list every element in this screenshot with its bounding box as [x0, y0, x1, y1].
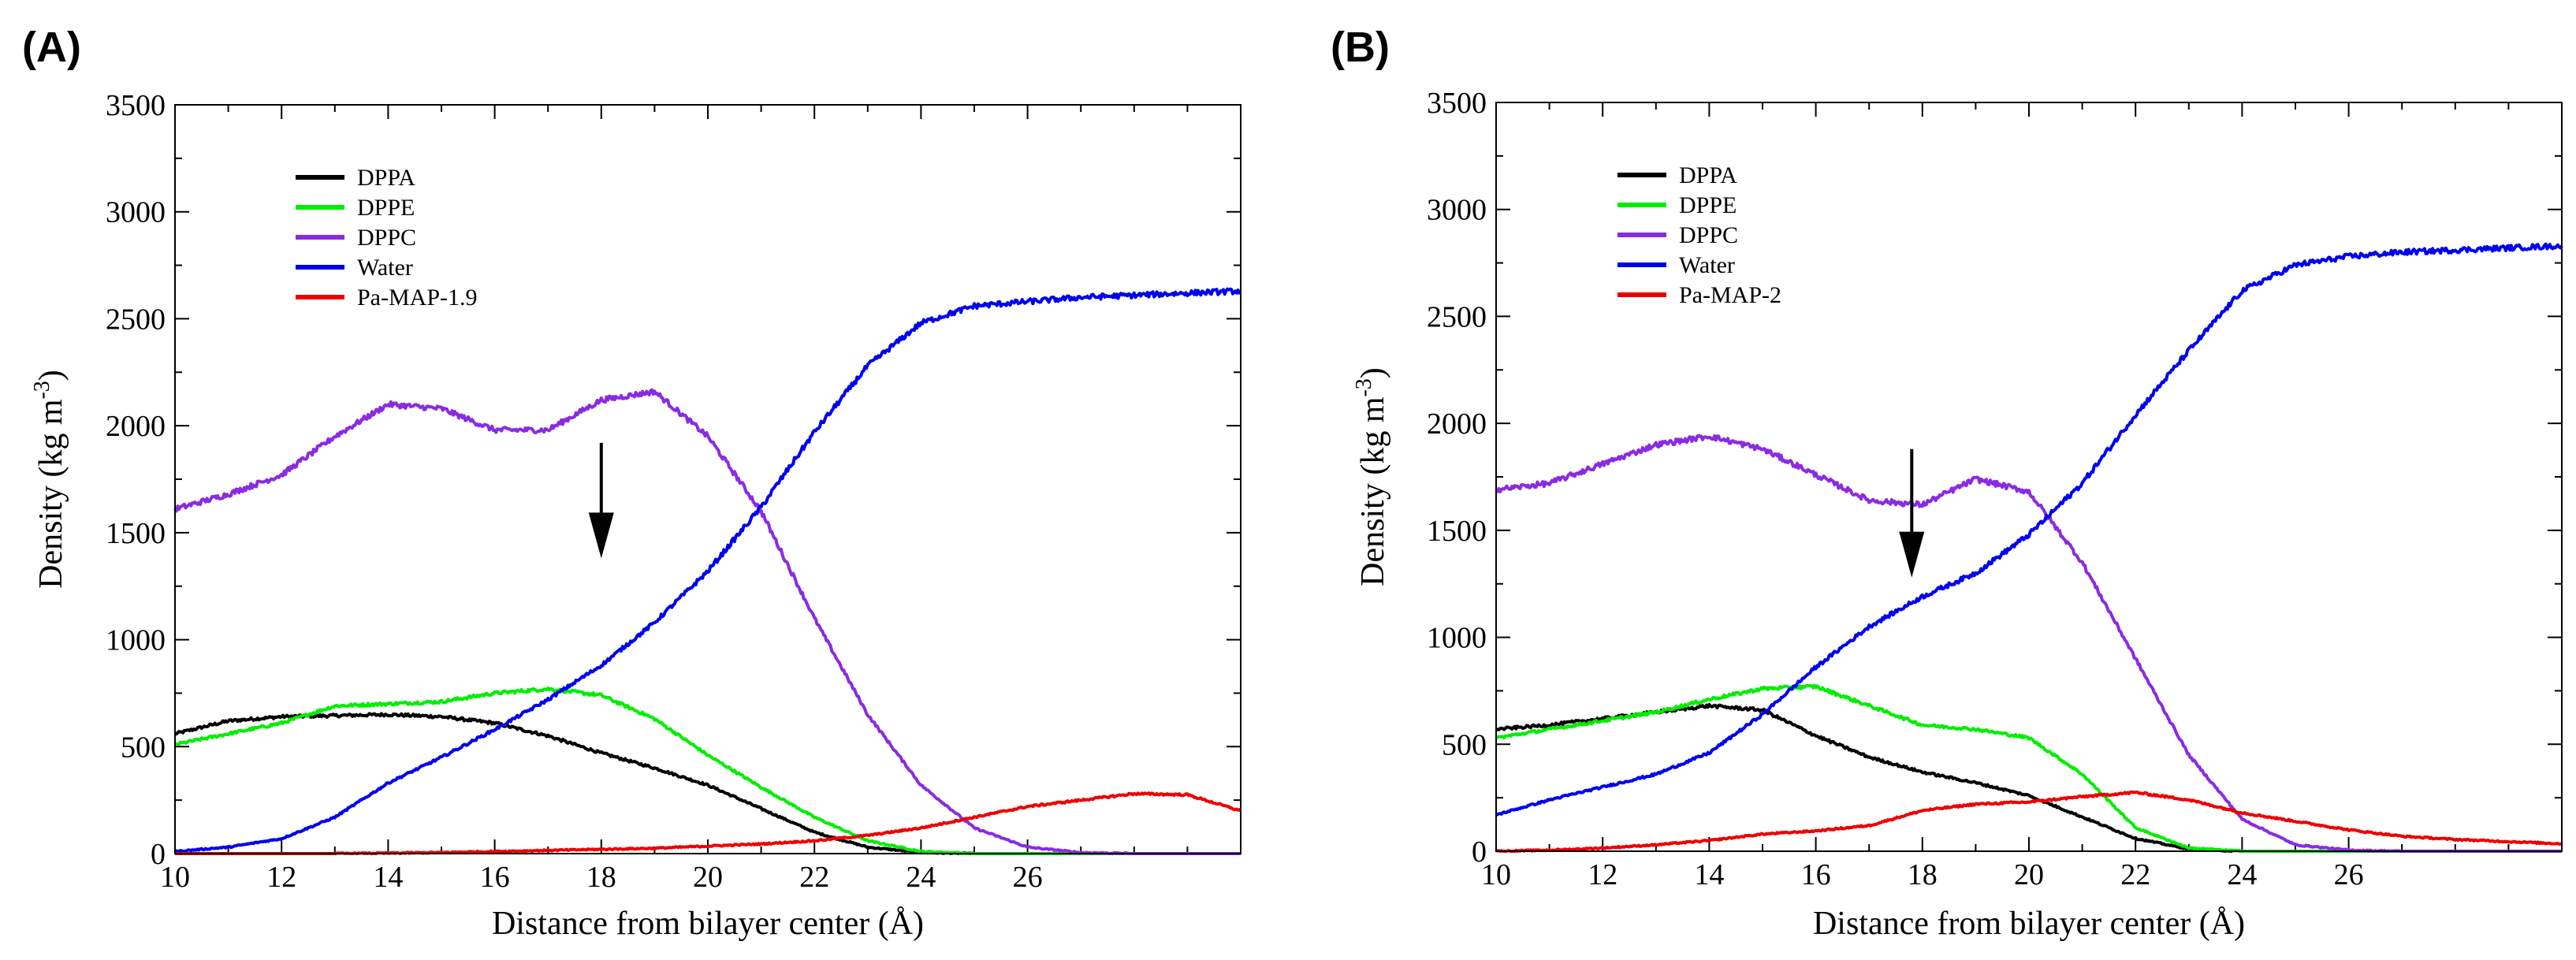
x-tick-label: 20 [2014, 858, 2044, 891]
plot-frame [1495, 102, 2563, 852]
x-tick-label: 16 [1801, 858, 1831, 891]
x-tick-label: 10 [1481, 858, 1511, 891]
y-tick-label: 3000 [106, 196, 166, 229]
legend: DPPA DPPE DPPC Water Pa-MAP-1.9 [296, 165, 478, 311]
y-tick-label: 3500 [106, 89, 166, 122]
y-axis-title: Density (kg m-3) [30, 370, 69, 589]
y-tick-label: 3500 [1427, 87, 1487, 120]
legend-label: Pa-MAP-2 [1679, 282, 1781, 308]
series-lines [1495, 242, 2563, 853]
y-axis-title: Density (kg m-3) [1352, 367, 1391, 586]
y-tick-label: 1000 [106, 624, 166, 657]
legend-label: Pa-MAP-1.9 [357, 285, 478, 311]
axis-tick-labels: 10 12 14 16 18 20 22 24 26 0 500 1000 1500 2000 2500 30… [106, 89, 1043, 894]
arrow-head [588, 512, 614, 559]
x-axis-title: Distance from bilayer center (Å) [492, 906, 924, 942]
y-tick-label: 1500 [106, 517, 166, 550]
series-line-dppe [1495, 683, 2563, 853]
annotation-arrow [1899, 448, 1925, 578]
series-line-dppc [1495, 433, 2563, 853]
series-line-dppe [174, 687, 1241, 855]
x-tick-label: 26 [1013, 861, 1043, 894]
y-tick-label: 2500 [106, 303, 166, 336]
chart-panel-a: (A) Density (kg m-3) Distance from bilay… [22, 24, 1242, 942]
y-tick-label: 2000 [1427, 407, 1487, 441]
x-tick-label: 14 [1694, 858, 1724, 891]
legend-label: DPPE [357, 195, 415, 221]
x-tick-label: 18 [1908, 858, 1938, 891]
x-tick-label: 12 [266, 861, 296, 894]
x-tick-label: 22 [799, 861, 829, 894]
x-tick-label: 12 [1588, 858, 1617, 891]
x-tick-label: 20 [693, 861, 723, 894]
legend: DPPA DPPE DPPC Water Pa-MAP-2 [1617, 162, 1781, 308]
legend-label: Water [357, 255, 413, 281]
legend-label: DPPA [357, 165, 415, 191]
plot-frame [174, 104, 1241, 854]
series-line-pa-map-2 [1495, 790, 2563, 853]
series-line-water [1495, 242, 2563, 817]
x-tick-label: 18 [586, 861, 616, 894]
legend-label: DPPC [357, 225, 416, 251]
panel-label: (B) [1331, 24, 1390, 71]
axis-tick-labels: 10 12 14 16 18 20 22 24 26 0 500 1000 1500 2000 2500 30… [1427, 87, 2364, 891]
series-lines [173, 287, 1242, 855]
y-tick-label: 500 [1442, 728, 1487, 761]
legend-label: DPPC [1679, 222, 1738, 248]
x-axis-title: Distance from bilayer center (Å) [1813, 906, 2245, 942]
y-axis-title-close: ) [1355, 367, 1391, 378]
x-tick-label: 24 [2227, 858, 2257, 891]
x-tick-label: 24 [906, 861, 936, 894]
chart-panel-b: (B) Density (kg m-3) Distance from bilay… [1331, 24, 2563, 942]
y-tick-label: 1500 [1427, 515, 1487, 548]
series-line-dppc [173, 388, 1241, 855]
x-tick-label: 16 [480, 861, 510, 894]
y-axis-title-superscript: -3 [30, 381, 54, 399]
y-tick-label: 1000 [1427, 622, 1487, 655]
y-tick-label: 2500 [1427, 300, 1487, 333]
arrow-head [1899, 531, 1925, 578]
series-line-dppa [174, 712, 1241, 855]
y-tick-label: 500 [121, 731, 166, 764]
y-axis-title-close: ) [33, 370, 69, 381]
series-line-dppa [1495, 702, 2563, 853]
legend-label: DPPA [1679, 162, 1737, 188]
legend-label: DPPE [1679, 192, 1737, 218]
y-tick-label: 0 [1472, 835, 1487, 869]
y-tick-label: 3000 [1427, 194, 1487, 227]
legend-label: Water [1679, 252, 1735, 278]
x-tick-label: 22 [2120, 858, 2150, 891]
x-tick-label: 14 [373, 861, 403, 894]
panel-label: (A) [22, 24, 81, 71]
y-axis-title-superscript: -3 [1352, 378, 1376, 396]
y-tick-label: 2000 [106, 410, 166, 443]
axis-ticks [174, 104, 1241, 854]
x-tick-label: 10 [160, 861, 190, 894]
y-tick-label: 0 [151, 838, 166, 871]
x-tick-label: 26 [2334, 858, 2364, 891]
series-line-water [174, 287, 1242, 854]
annotation-arrow [588, 442, 614, 559]
